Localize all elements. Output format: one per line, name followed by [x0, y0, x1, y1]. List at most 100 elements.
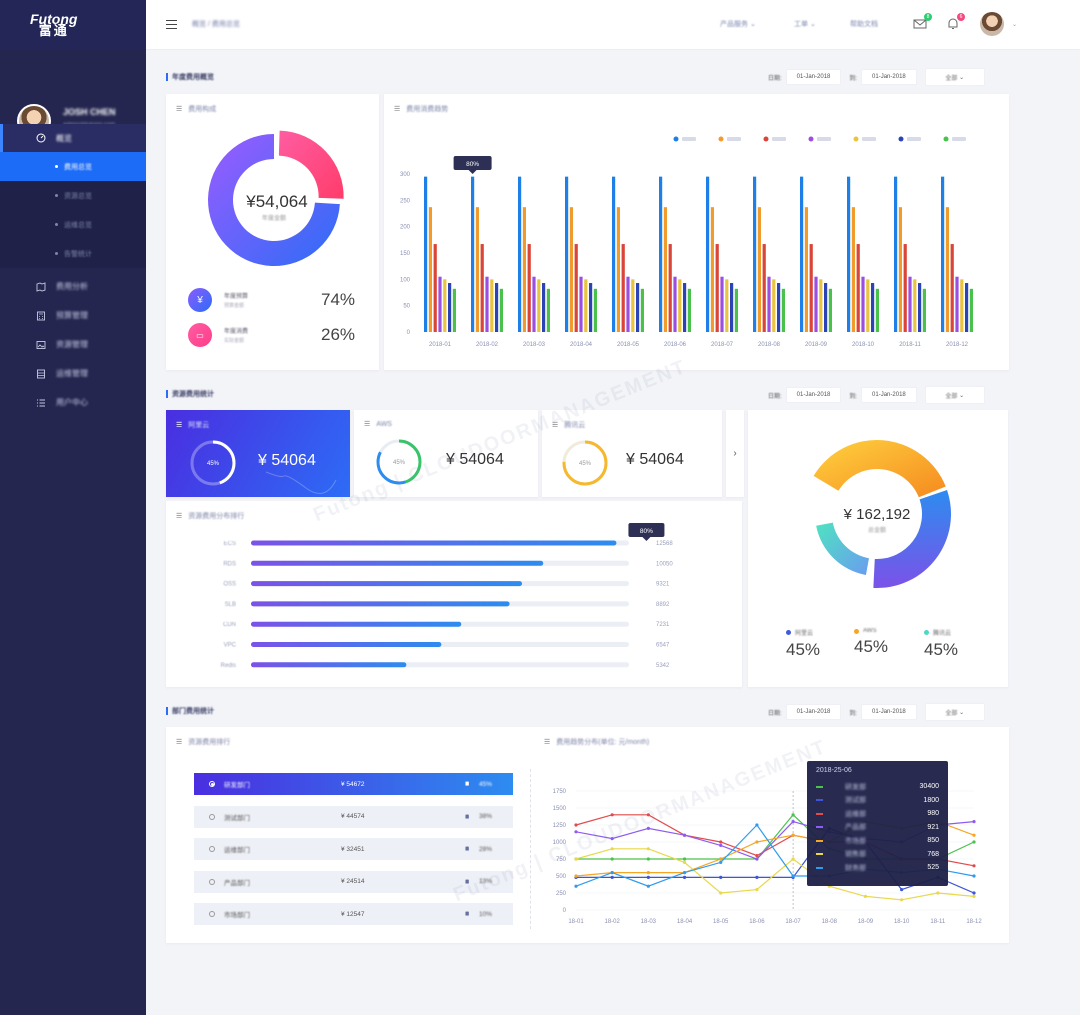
bar[interactable] [965, 283, 969, 332]
bar[interactable] [898, 207, 902, 332]
bar[interactable] [851, 207, 855, 332]
bar[interactable] [428, 207, 432, 332]
date-from-input[interactable]: 01-Jan-2018 [785, 387, 842, 403]
line-point[interactable] [791, 813, 795, 817]
line-point[interactable] [682, 833, 687, 837]
line-point[interactable] [972, 894, 976, 898]
bar[interactable] [612, 176, 616, 332]
bar[interactable] [913, 279, 917, 332]
sidebar-subitem-resource-overview[interactable]: 资源总览 [0, 181, 146, 210]
line-point[interactable] [755, 857, 759, 861]
line-point[interactable] [791, 874, 795, 878]
line-point[interactable] [610, 875, 614, 879]
line-point[interactable] [972, 840, 976, 844]
date-from-input[interactable]: 01-Jan-2018 [785, 69, 842, 85]
line-point[interactable] [972, 891, 976, 895]
bar[interactable] [636, 283, 640, 332]
department-row[interactable]: 运维部门 ¥ 32451 ▮▮▮ 28% [194, 838, 513, 860]
bar[interactable] [616, 207, 620, 332]
bar[interactable] [809, 244, 813, 332]
bar[interactable] [448, 283, 452, 332]
radio-icon[interactable] [209, 781, 215, 787]
bar[interactable] [678, 279, 682, 332]
line-point[interactable] [646, 813, 650, 817]
bar[interactable] [720, 276, 724, 332]
kpi-card-aliyun[interactable]: ☰ 阿里云 45% ¥ 54064 [166, 410, 350, 497]
bar[interactable] [710, 207, 714, 332]
sidebar-subitem-alerts[interactable]: 告警统计 [0, 239, 146, 268]
line-point[interactable] [682, 875, 687, 879]
bar[interactable] [475, 207, 479, 332]
bar[interactable] [499, 288, 503, 332]
bar[interactable] [480, 244, 484, 332]
bar[interactable] [687, 288, 691, 332]
department-row[interactable]: 测试部门 ¥ 44574 ▮▮▮ 38% [194, 805, 513, 828]
line-point[interactable] [610, 837, 614, 841]
bar[interactable] [767, 276, 771, 332]
line-point[interactable] [791, 833, 795, 837]
bar[interactable] [706, 176, 710, 332]
kpi-card-aws[interactable]: ☰ AWS 45% ¥ 54064 [354, 410, 538, 497]
line-point[interactable] [755, 840, 759, 844]
bar[interactable] [908, 276, 912, 332]
line-point[interactable] [719, 840, 723, 844]
bar[interactable] [762, 244, 766, 332]
date-to-input[interactable]: 01-Jan-2018 [861, 704, 917, 720]
topnav-tickets[interactable]: 工单 ⌄ [794, 21, 816, 28]
line-point[interactable] [972, 874, 976, 878]
scope-select[interactable]: 全部 ⌄ [924, 703, 985, 721]
bar[interactable] [777, 283, 781, 332]
bar[interactable] [960, 279, 964, 332]
bar[interactable] [593, 288, 597, 332]
bar[interactable] [438, 276, 442, 332]
line-point[interactable] [574, 823, 578, 827]
sidebar-subitem-cost-overview[interactable]: 费用总览 [0, 152, 146, 181]
bar[interactable] [715, 244, 719, 332]
avatar[interactable] [980, 12, 1004, 36]
line-point[interactable] [610, 857, 614, 861]
bar[interactable] [659, 176, 663, 332]
bar[interactable] [490, 279, 494, 332]
line-point[interactable] [646, 847, 650, 851]
bar[interactable] [757, 207, 761, 332]
line-point[interactable] [646, 857, 650, 861]
radio-icon[interactable] [209, 813, 215, 820]
bar[interactable] [495, 283, 499, 332]
donut-slice-spend[interactable] [278, 130, 344, 199]
line-point[interactable] [719, 857, 723, 861]
hbar[interactable] [251, 642, 442, 647]
line-point[interactable] [646, 875, 650, 879]
line-point[interactable] [755, 888, 759, 892]
department-row[interactable]: 研发部门 ¥ 54672 ▮▮▮ 45% [194, 773, 513, 795]
radio-icon[interactable] [209, 911, 215, 917]
bar[interactable] [631, 279, 635, 332]
bar[interactable] [518, 176, 522, 332]
breadcrumb[interactable]: 概览 / 费用总览 [192, 21, 240, 28]
bar[interactable] [922, 288, 926, 332]
date-to-input[interactable]: 01-Jan-2018 [861, 69, 917, 85]
line-point[interactable] [900, 898, 904, 902]
line-point[interactable] [682, 871, 687, 875]
chevron-down-icon[interactable]: ⌄ [1012, 22, 1018, 28]
line-point[interactable] [682, 857, 687, 861]
sidebar-item-overview[interactable]: 概览 [0, 124, 146, 152]
bar[interactable] [804, 207, 808, 332]
bar[interactable] [725, 279, 729, 332]
bar[interactable] [668, 244, 672, 332]
bar[interactable] [626, 276, 630, 332]
bar[interactable] [589, 283, 593, 332]
line-point[interactable] [646, 826, 650, 830]
bar[interactable] [621, 244, 625, 332]
line-point[interactable] [719, 860, 723, 864]
bar[interactable] [471, 176, 475, 332]
radio-icon[interactable] [209, 846, 215, 852]
bar[interactable] [824, 283, 828, 332]
bar[interactable] [772, 279, 776, 332]
line-point[interactable] [900, 888, 904, 892]
date-to-input[interactable]: 01-Jan-2018 [861, 387, 917, 403]
bar[interactable] [584, 279, 588, 332]
bar[interactable] [640, 288, 644, 332]
bar[interactable] [861, 276, 865, 332]
bar[interactable] [546, 288, 550, 332]
bar[interactable] [542, 283, 546, 332]
